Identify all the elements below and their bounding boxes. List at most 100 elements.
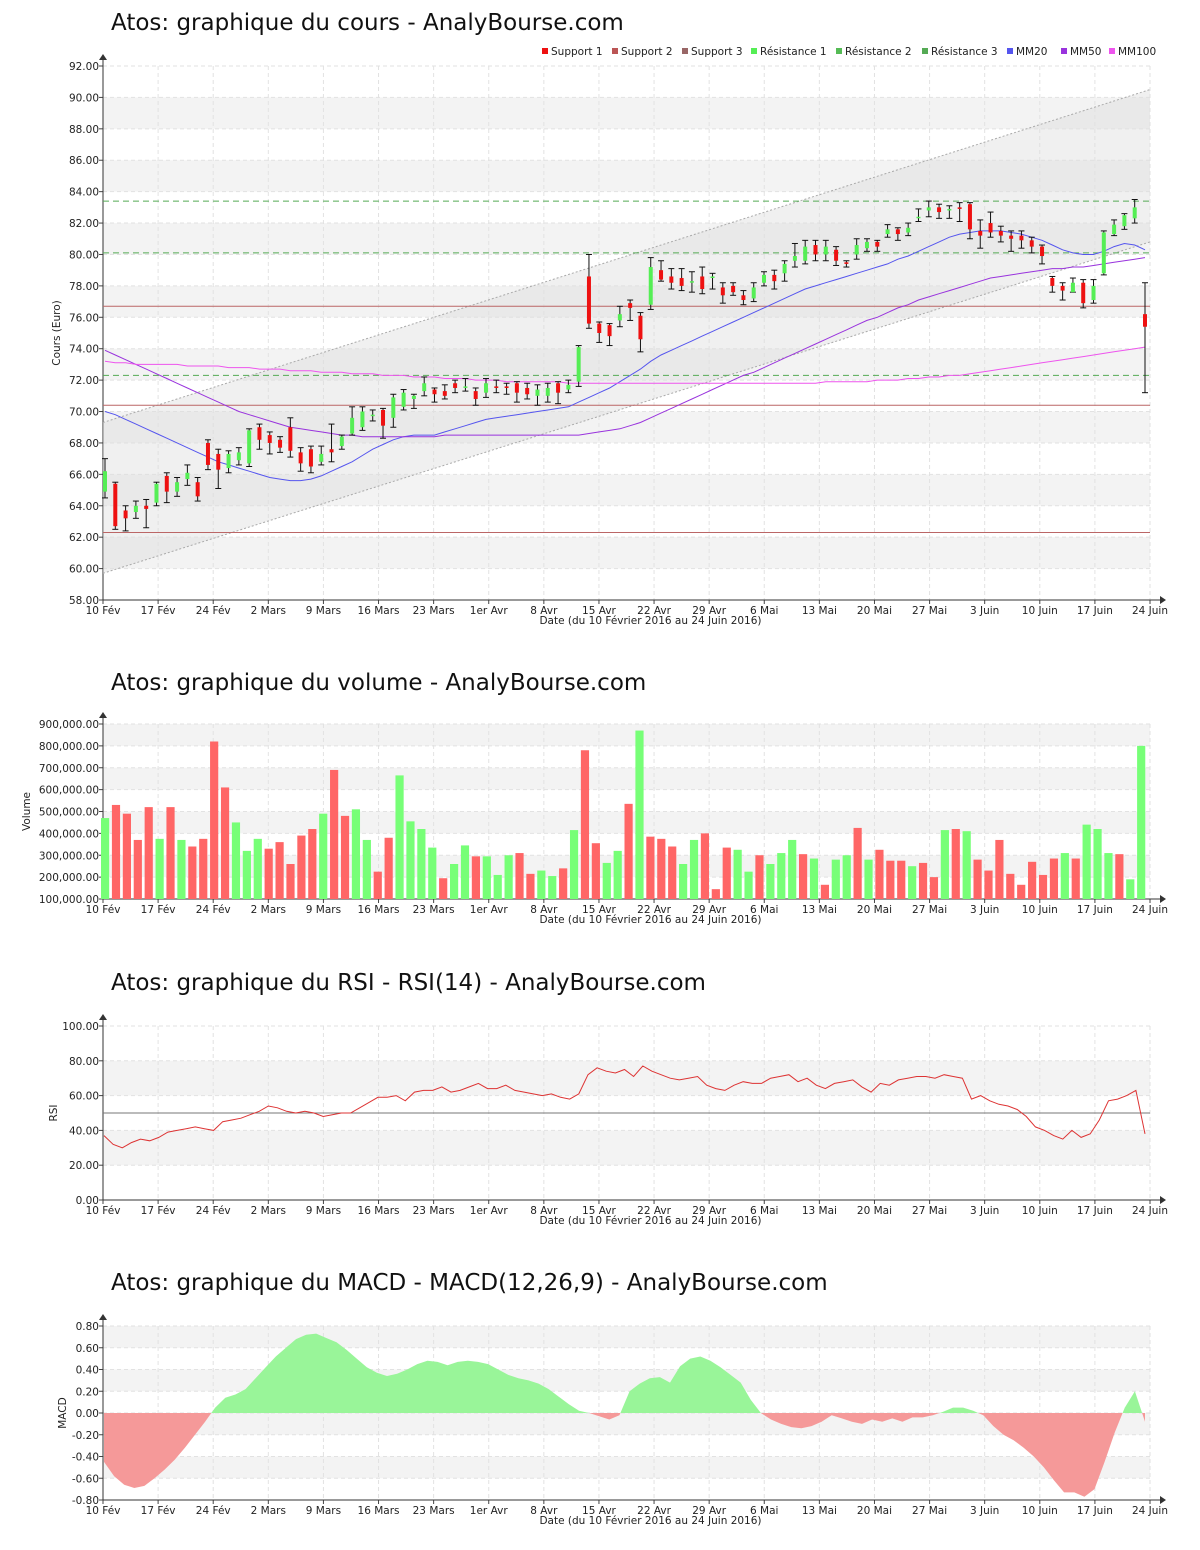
volume-x-axis-arrow [1160,895,1166,903]
price-y-tick-label: 74.00 [69,344,99,356]
volume-x-tick-label: 29 Avr [692,904,726,916]
volume-x-tick-label: 20 Mai [857,904,892,916]
candle-body [597,323,602,333]
rsi-x-tick-label: 17 Fév [141,1205,176,1217]
macd-x-tick-label: 10 Juin [1022,1505,1058,1517]
candle-body [957,207,962,209]
macd-x-tick-label: 8 Avr [530,1505,558,1517]
price-x-tick-label: 24 Fév [196,605,231,617]
channel-upper-line [102,89,1151,424]
candle-body [339,436,344,447]
volume-bar [1017,884,1026,899]
price-x-axis-label: Date (du 10 Février 2016 au 24 Juin 2016… [539,615,761,627]
price-y-tick-label: 64.00 [69,501,99,513]
rsi-x-tick-label: 15 Avr [582,1205,616,1217]
volume-bar [471,856,480,899]
volume-bar [144,807,153,899]
candle-body [916,216,921,219]
volume-bar [395,775,404,899]
candle-body [494,386,499,388]
candle-body [247,430,252,464]
volume-bar [1006,873,1015,899]
candle-body [205,442,210,465]
price-band [103,160,1150,192]
candle-body [617,314,622,321]
macd-x-tick-label: 24 Juin [1132,1505,1168,1517]
volume-bar [679,864,688,899]
price-x-tick-label: 20 Mai [857,605,892,617]
candle-body [834,249,839,261]
rsi-y-tick-label: 20.00 [69,1160,99,1172]
candle-body [689,281,694,283]
volume-bar [897,860,906,899]
price-band [103,285,1150,318]
candle-body [1070,282,1075,293]
candle-body [607,325,612,337]
candle-body [844,262,849,264]
macd-x-axis-label: Date (du 10 Février 2016 au 24 Juin 2016… [539,1515,761,1527]
macd-negative-area [978,1413,1123,1497]
volume-bar [460,845,470,899]
rsi-x-tick-label: 1er Avr [470,1205,509,1217]
price-y-axis-label: Cours (Euro) [51,300,63,366]
candle-body [947,208,952,211]
volume-x-tick-label: 16 Mars [358,904,400,916]
candle-body [823,246,828,255]
price-y-tick-label: 70.00 [69,407,99,419]
rsi-x-tick-label: 29 Avr [692,1205,726,1217]
volume-bar [668,846,677,899]
volume-bar [613,850,622,899]
macd-x-tick-label: 2 Mars [251,1505,286,1517]
rsi-chart: 0.00 20.00 40.00 60.00 80.00 100.00 10 Fév 17 F… [48,1014,1168,1227]
macd-y-tick-label: 0.00 [76,1408,99,1420]
volume-bar [188,846,197,899]
rsi-x-tick-label: 24 Juin [1132,1205,1168,1217]
candle-body [432,389,437,395]
volume-bar [569,830,579,899]
price-band [103,97,1150,129]
candle-body [514,383,519,393]
volume-x-tick-label: 17 Juin [1077,904,1113,916]
candle-body [700,276,705,290]
candle-body [854,245,859,255]
price-band [103,474,1150,506]
macd-y-tick-label: 0.60 [76,1343,99,1355]
volume-bar [319,813,328,899]
legend-item: Support 1 [551,46,603,58]
price-y-tick-label: 80.00 [69,249,99,261]
legend-item: Support 2 [621,46,673,58]
price-x-tick-label: 1er Avr [470,605,509,617]
macd-chart-title: Atos: graphique du MACD - MACD(12,26,9) … [111,1270,828,1296]
price-y-tick-label: 86.00 [69,155,99,167]
price-y-axis-arrow [99,54,107,60]
candle-body [411,395,416,399]
volume-bar [242,850,251,899]
volume-x-tick-label: 9 Mars [306,904,341,916]
candle-body [1101,232,1106,274]
volume-bar [199,838,208,899]
price-x-tick-label: 27 Mai [912,605,947,617]
volume-bar [428,847,437,899]
candle-body [998,230,1003,236]
price-y-tick-label: 66.00 [69,469,99,481]
volume-bar [940,830,949,899]
price-x-tick-label: 10 Juin [1022,605,1058,617]
volume-bar [548,876,557,899]
candle-body [278,439,283,448]
candle-body [648,267,653,305]
price-chart: 58.00 60.00 62.00 64.00 66.00 68.00 70.00 72.00… [51,46,1168,627]
rsi-y-tick-label: 100.00 [62,1021,99,1033]
price-y-tick-label: 82.00 [69,218,99,230]
volume-bar [700,833,710,899]
rsi-x-axis-arrow [1160,1196,1166,1204]
volume-y-tick-label: 700,000.00 [39,763,99,775]
price-y-tick-label: 90.00 [69,92,99,104]
candle-body [556,383,561,393]
legend-item: MM100 [1118,46,1156,58]
macd-x-tick-label: 1er Avr [470,1505,509,1517]
candle-body [504,386,509,388]
price-x-tick-label: 13 Mai [802,605,837,617]
candle-body [360,411,365,428]
volume-bar [231,822,241,899]
candle-body [298,452,303,464]
